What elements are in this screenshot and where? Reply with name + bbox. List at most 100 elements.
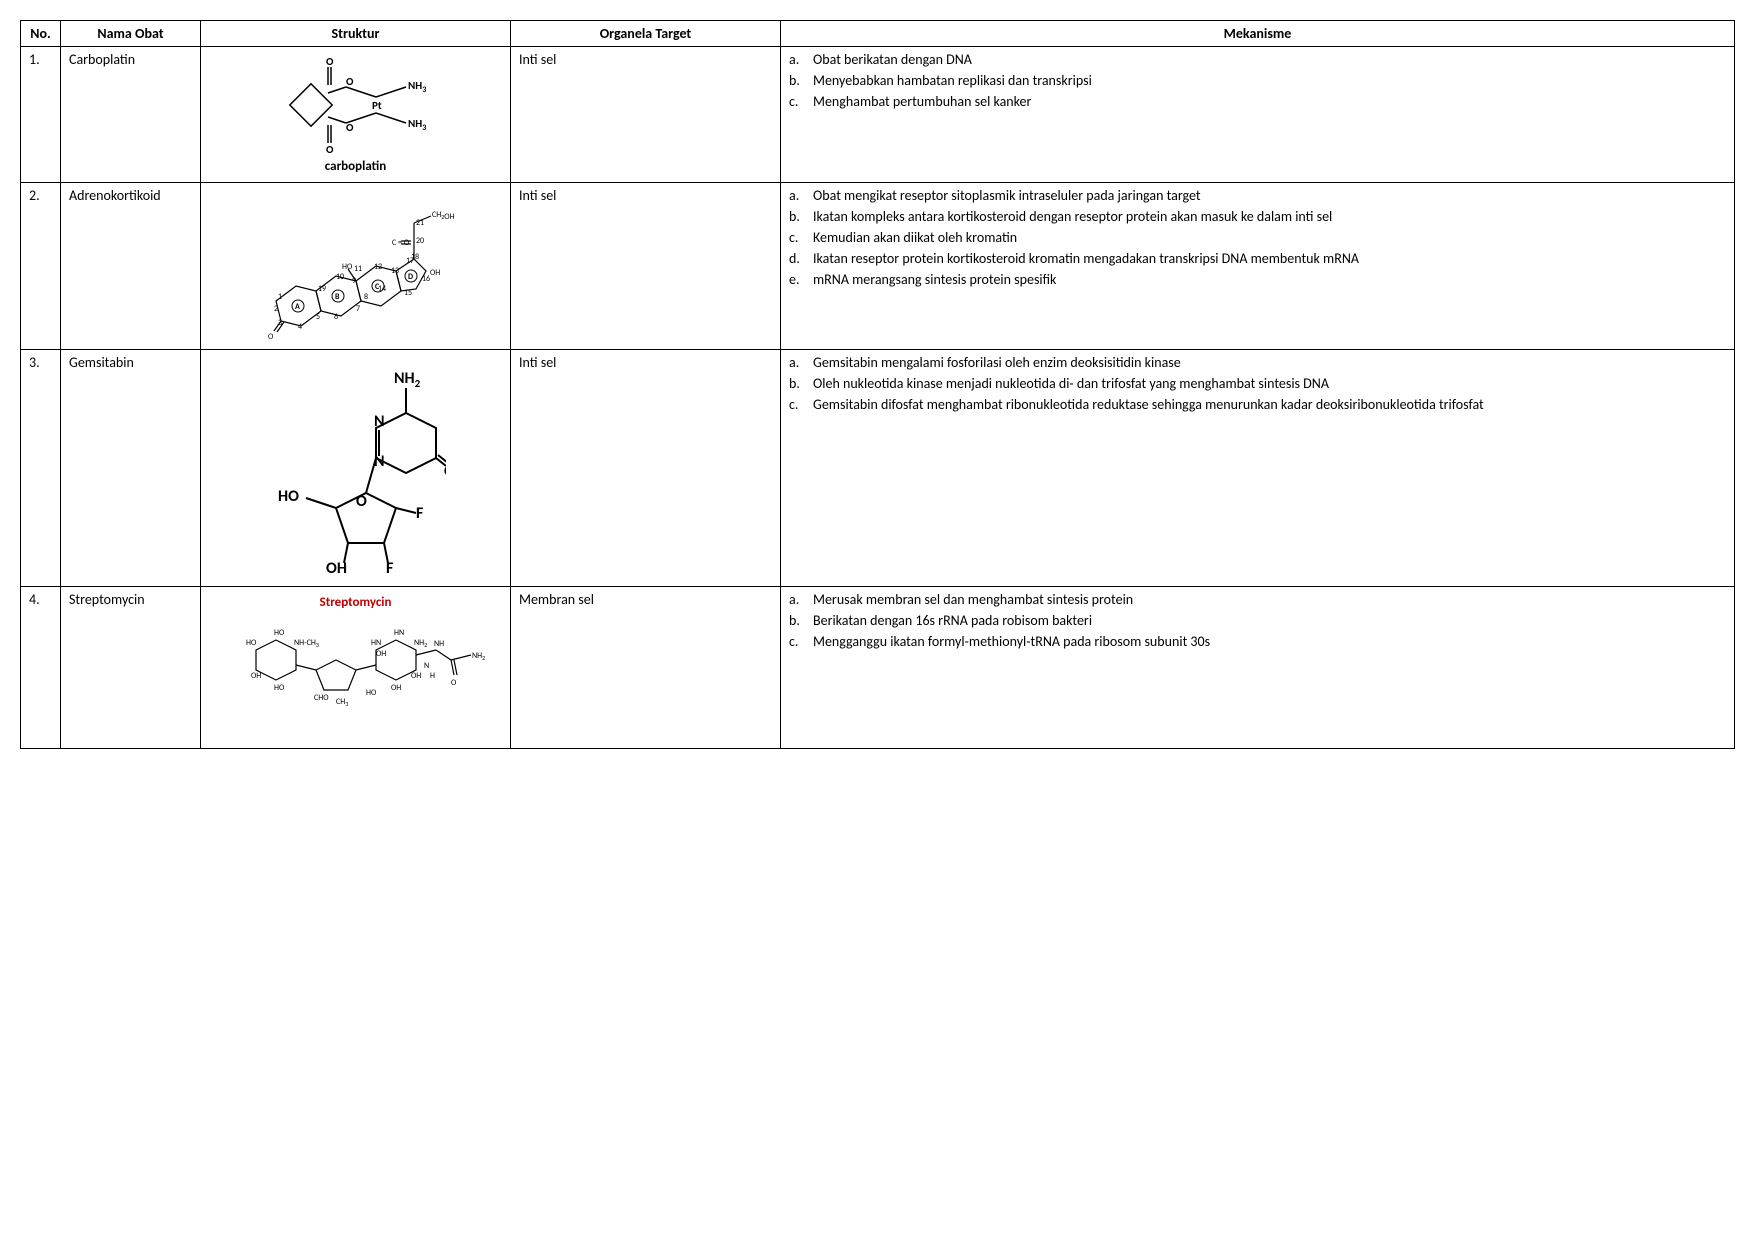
mekanisme-list: a.Gemsitabin mengalami fosforilasi oleh … xyxy=(789,354,1726,415)
table-row: 4. Streptomycin Streptomycin xyxy=(21,587,1735,749)
cell-struktur: NH2 N N O O HO OH F F xyxy=(201,350,511,587)
svg-text:HO: HO xyxy=(278,487,299,506)
list-item: e.mRNA merangsang sintesis protein spesi… xyxy=(813,271,1726,290)
cell-nama: Gemsitabin xyxy=(61,350,201,587)
struktur-caption: carboplatin xyxy=(205,159,506,174)
cell-mekanisme: a.Obat berikatan dengan DNA b.Menyebabka… xyxy=(781,47,1735,183)
cell-mekanisme: a.Gemsitabin mengalami fosforilasi oleh … xyxy=(781,350,1735,587)
table-row: 1. Carboplatin O O xyxy=(21,47,1735,183)
svg-text:HO: HO xyxy=(246,638,257,648)
cell-nama: Adrenokortikoid xyxy=(61,183,201,350)
svg-text:O: O xyxy=(346,121,354,134)
svg-text:N: N xyxy=(374,412,385,431)
svg-text:CH3: CH3 xyxy=(336,697,348,708)
cell-nama: Streptomycin xyxy=(61,587,201,749)
svg-text:7: 7 xyxy=(356,304,360,314)
header-no: No. xyxy=(21,21,61,47)
svg-text:NH2: NH2 xyxy=(414,638,427,649)
svg-text:CH2OH: CH2OH xyxy=(432,210,455,222)
svg-text:HO: HO xyxy=(342,262,353,272)
carboplatin-structure-icon: O O O O Pt NH3 NH3 xyxy=(276,55,436,155)
svg-text:13: 13 xyxy=(391,266,399,276)
list-item: b.Berikatan dengan 16s rRNA pada robisom… xyxy=(813,612,1726,631)
svg-text:10: 10 xyxy=(336,272,344,282)
cell-mekanisme: a.Merusak membran sel dan menghambat sin… xyxy=(781,587,1735,749)
cell-organela: Inti sel xyxy=(511,47,781,183)
svg-text:OH: OH xyxy=(251,671,261,681)
svg-text:A: A xyxy=(295,302,300,312)
list-item: a.Obat berikatan dengan DNA xyxy=(813,51,1726,70)
list-item: a.Obat mengikat reseptor sitoplasmik int… xyxy=(813,187,1726,206)
cell-organela: Membran sel xyxy=(511,587,781,749)
table-row: 2. Adrenokortikoid xyxy=(21,183,1735,350)
svg-text:F: F xyxy=(386,559,393,578)
svg-text:F: F xyxy=(416,504,423,523)
cell-no: 3. xyxy=(21,350,61,587)
list-item: b.Ikatan kompleks antara kortikosteroid … xyxy=(813,208,1726,227)
svg-text:6: 6 xyxy=(334,312,338,322)
cell-struktur: O O O O Pt NH3 NH3 carboplatin xyxy=(201,47,511,183)
svg-text:3: 3 xyxy=(278,318,282,328)
svg-text:B: B xyxy=(335,292,340,302)
cell-no: 2. xyxy=(21,183,61,350)
cell-mekanisme: a.Obat mengikat reseptor sitoplasmik int… xyxy=(781,183,1735,350)
svg-text:16: 16 xyxy=(422,274,430,284)
svg-text:HO: HO xyxy=(366,688,377,698)
struktur-caption: Streptomycin xyxy=(205,595,506,610)
svg-text:5: 5 xyxy=(316,312,320,322)
svg-text:CHO: CHO xyxy=(314,693,329,703)
list-item: a.Merusak membran sel dan menghambat sin… xyxy=(813,591,1726,610)
svg-text:NH2: NH2 xyxy=(394,369,421,390)
cell-no: 4. xyxy=(21,587,61,749)
list-item: c.Mengganggu ikatan formyl-methionyl-tRN… xyxy=(813,633,1726,652)
svg-text:HN: HN xyxy=(371,638,381,648)
cell-struktur: CH2OH 21 20 C = O 18 OH HO O 123 456 789… xyxy=(201,183,511,350)
svg-text:21: 21 xyxy=(416,218,424,228)
svg-text:N: N xyxy=(424,661,429,671)
list-item: b.Oleh nukleotida kinase menjadi nukleot… xyxy=(813,375,1726,394)
svg-text:20: 20 xyxy=(416,236,424,246)
svg-text:O: O xyxy=(326,143,334,155)
mekanisme-list: a.Obat berikatan dengan DNA b.Menyebabka… xyxy=(789,51,1726,112)
svg-text:17: 17 xyxy=(406,256,414,266)
streptomycin-structure-icon: HOHO OHHO NH-CH3 CHOCH3 HO HNHN NH2 OHOH… xyxy=(226,610,486,740)
svg-text:OH: OH xyxy=(376,649,386,659)
list-item: c.Kemudian akan diikat oleh kromatin xyxy=(813,229,1726,248)
gemcitabine-structure-icon: NH2 N N O O HO OH F F xyxy=(266,358,446,578)
steroid-structure-icon: CH2OH 21 20 C = O 18 OH HO O 123 456 789… xyxy=(256,191,456,341)
cell-organela: Inti sel xyxy=(511,183,781,350)
drug-table: No. Nama Obat Struktur Organela Target M… xyxy=(20,20,1735,749)
svg-text:OH: OH xyxy=(430,268,440,278)
cell-struktur: Streptomycin HO HO xyxy=(201,587,511,749)
header-nama: Nama Obat xyxy=(61,21,201,47)
svg-text:OH: OH xyxy=(326,559,347,578)
list-item: b.Menyebabkan hambatan replikasi dan tra… xyxy=(813,72,1726,91)
list-item: c.Menghambat pertumbuhan sel kanker xyxy=(813,93,1726,112)
mekanisme-list: a.Merusak membran sel dan menghambat sin… xyxy=(789,591,1726,652)
svg-text:15: 15 xyxy=(404,288,412,298)
svg-text:N: N xyxy=(374,452,385,471)
svg-text:NH-CH3: NH-CH3 xyxy=(294,638,319,649)
svg-text:NH: NH xyxy=(434,639,444,649)
svg-text:HO: HO xyxy=(274,628,285,638)
svg-text:9: 9 xyxy=(352,276,356,286)
svg-text:C = O: C = O xyxy=(392,238,410,248)
svg-text:8: 8 xyxy=(364,292,368,302)
svg-text:O: O xyxy=(346,75,354,88)
svg-text:HO: HO xyxy=(274,683,285,693)
svg-text:OH: OH xyxy=(411,671,421,681)
cell-no: 1. xyxy=(21,47,61,183)
svg-text:D: D xyxy=(408,272,413,282)
cell-organela: Inti sel xyxy=(511,350,781,587)
list-item: a.Gemsitabin mengalami fosforilasi oleh … xyxy=(813,354,1726,373)
svg-text:19: 19 xyxy=(318,284,326,294)
svg-text:4: 4 xyxy=(298,322,302,332)
header-mekanisme: Mekanisme xyxy=(781,21,1735,47)
svg-text:Pt: Pt xyxy=(372,99,382,112)
mekanisme-list: a.Obat mengikat reseptor sitoplasmik int… xyxy=(789,187,1726,289)
svg-text:12: 12 xyxy=(374,262,382,272)
header-organela: Organela Target xyxy=(511,21,781,47)
svg-text:O: O xyxy=(326,55,334,68)
svg-text:NH2: NH2 xyxy=(472,651,485,662)
svg-text:2: 2 xyxy=(274,304,278,314)
